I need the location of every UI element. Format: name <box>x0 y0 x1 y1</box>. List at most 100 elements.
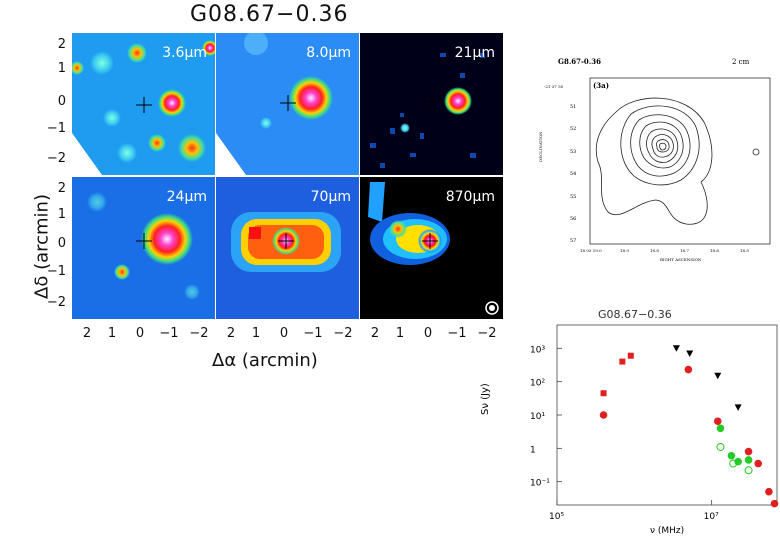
contour-title: G8.67-0.36 <box>558 57 601 66</box>
contour-y-tick: 51 <box>570 104 576 110</box>
data-point-circle <box>744 447 753 456</box>
contour-y-tick: 52 <box>570 126 576 132</box>
data-point-triangle <box>686 350 694 357</box>
panel-3-6um: 3.6μm <box>72 33 215 175</box>
x-tick: −1 <box>447 326 467 341</box>
panel-label: 870μm <box>445 189 495 205</box>
x-tick: 0 <box>423 326 433 341</box>
y-tick: 0 <box>57 236 66 251</box>
x-tick: 2 <box>82 326 92 341</box>
data-point-circle <box>744 456 753 464</box>
contour-tag: (3a) <box>593 81 609 90</box>
contour-y-ticks: 51 52 53 54 55 56 57 <box>570 104 576 244</box>
panel-70um: 70μm <box>216 177 359 319</box>
panel-image <box>72 177 215 319</box>
y-tick: −1 <box>46 121 66 136</box>
contour-x-tick: 18.5 <box>740 248 749 253</box>
x-tick: 2 <box>226 326 236 341</box>
data-point-circle <box>770 499 779 508</box>
contour-y-tick: 57 <box>570 238 576 244</box>
contour-x-axis-label: RIGHT ASCENSION <box>660 257 702 262</box>
sed-points <box>599 345 779 508</box>
data-point-circle <box>599 411 608 419</box>
y-tick: 2 <box>57 181 66 196</box>
contour-band: 2 cm <box>732 58 750 66</box>
x-tick: 1 <box>107 326 117 341</box>
panel-label: 8.0μm <box>306 45 351 61</box>
panel-image <box>216 33 359 175</box>
sed-x-axis-label: ν (MHz) <box>650 526 684 536</box>
sed-y-tick: 10⁻¹ <box>530 479 550 489</box>
x-tick: −2 <box>477 326 497 341</box>
contour-dec-head: -21 37 50 <box>544 84 564 89</box>
contour-map: G8.67-0.36 2 cm (3a) -21 37 50 DECLINATI… <box>536 52 776 266</box>
panel-24um: 24μm <box>72 177 215 319</box>
data-point-open-circle <box>744 466 753 475</box>
x-tick: −2 <box>333 326 353 341</box>
sed-x-tick: 10⁵ <box>549 512 564 522</box>
data-point-triangle <box>714 372 722 380</box>
data-point-circle <box>716 424 725 433</box>
data-point-open-circle <box>716 442 725 451</box>
y-tick: 0 <box>57 94 66 109</box>
sed-y-tick: 10² <box>530 379 545 389</box>
data-point-circle <box>684 365 693 374</box>
data-point-open-circle <box>729 459 738 468</box>
contour-y-tick: 55 <box>570 194 576 200</box>
sed-y-tick: 10¹ <box>530 412 545 422</box>
contour-x-tick: 18 03 19.0 <box>580 248 602 253</box>
x-tick: 0 <box>135 326 145 341</box>
x-axis-label: Δα (arcmin) <box>212 350 318 371</box>
contour-x-tick: 18.6 <box>710 248 719 253</box>
image-panel-grid: 3.6μm 8.0μm 21μm <box>72 33 504 319</box>
panel-image <box>360 177 503 319</box>
contour-svg: G8.67-0.36 2 cm (3a) -21 37 50 DECLINATI… <box>536 52 776 266</box>
panel-21um: 21μm <box>360 33 503 175</box>
sed-ticks: 10³ 10² 10¹ 1 10⁻¹ 10⁵ 10⁷ <box>530 345 719 522</box>
y-tick: −1 <box>46 264 66 279</box>
data-point-circle <box>713 417 722 426</box>
y-tick: 1 <box>57 61 66 76</box>
data-point-circle <box>765 487 773 496</box>
contour-x-ticks: 18 03 19.0 18.9 18.8 18.7 18.6 18.5 <box>580 248 749 253</box>
panel-8-0um: 8.0μm <box>216 33 359 175</box>
contour-x-tick: 18.8 <box>650 248 659 253</box>
x-tick: −1 <box>159 326 179 341</box>
sed-svg: G08.67−0.36 Sν (Jy) ν (MHz) 10³ 10² 10¹ 1 10… <box>480 308 779 536</box>
panel-image <box>216 177 359 319</box>
panel-image <box>360 33 503 175</box>
panel-image <box>72 33 215 175</box>
contour-x-tick: 18.7 <box>680 248 689 253</box>
contour-lines <box>595 97 760 225</box>
panel-label: 21μm <box>454 45 495 61</box>
panel-label: 3.6μm <box>162 45 207 61</box>
sed-y-axis-label: Sν (Jy) <box>480 383 491 415</box>
x-tick: −1 <box>303 326 323 341</box>
sed-y-tick: 10³ <box>530 345 545 355</box>
x-tick: −2 <box>189 326 209 341</box>
contour-x-tick: 18.9 <box>620 248 629 253</box>
x-ticks: 2 1 0 −1 −2 2 1 0 −1 −2 2 1 0 −1 −2 <box>72 326 504 346</box>
y-tick: 2 <box>57 37 66 52</box>
x-tick: 1 <box>251 326 261 341</box>
sed-y-tick: 1 <box>530 445 536 455</box>
figure-title: G08.67−0.36 <box>190 2 349 27</box>
y-tick: −2 <box>46 295 66 310</box>
sed-title: G08.67−0.36 <box>598 308 672 321</box>
data-point-triangle <box>734 404 742 411</box>
data-point-square <box>600 390 607 397</box>
sed-plot: G08.67−0.36 Sν (Jy) ν (MHz) 10³ 10² 10¹ 1 10… <box>480 305 780 540</box>
contour-y-tick: 56 <box>570 216 576 222</box>
contour-y-tick: 54 <box>570 171 576 177</box>
data-point-square <box>627 352 634 359</box>
panel-label: 70μm <box>310 189 351 205</box>
data-point-triangle <box>672 345 680 352</box>
x-tick: 2 <box>370 326 380 341</box>
panel-label: 24μm <box>166 189 207 205</box>
data-point-circle <box>754 459 763 468</box>
panel-870um: 870μm <box>360 177 503 319</box>
x-tick: 0 <box>279 326 289 341</box>
y-tick: −2 <box>46 151 66 166</box>
contour-y-axis-label: DECLINATION <box>538 131 543 162</box>
data-point-circle <box>734 457 742 466</box>
